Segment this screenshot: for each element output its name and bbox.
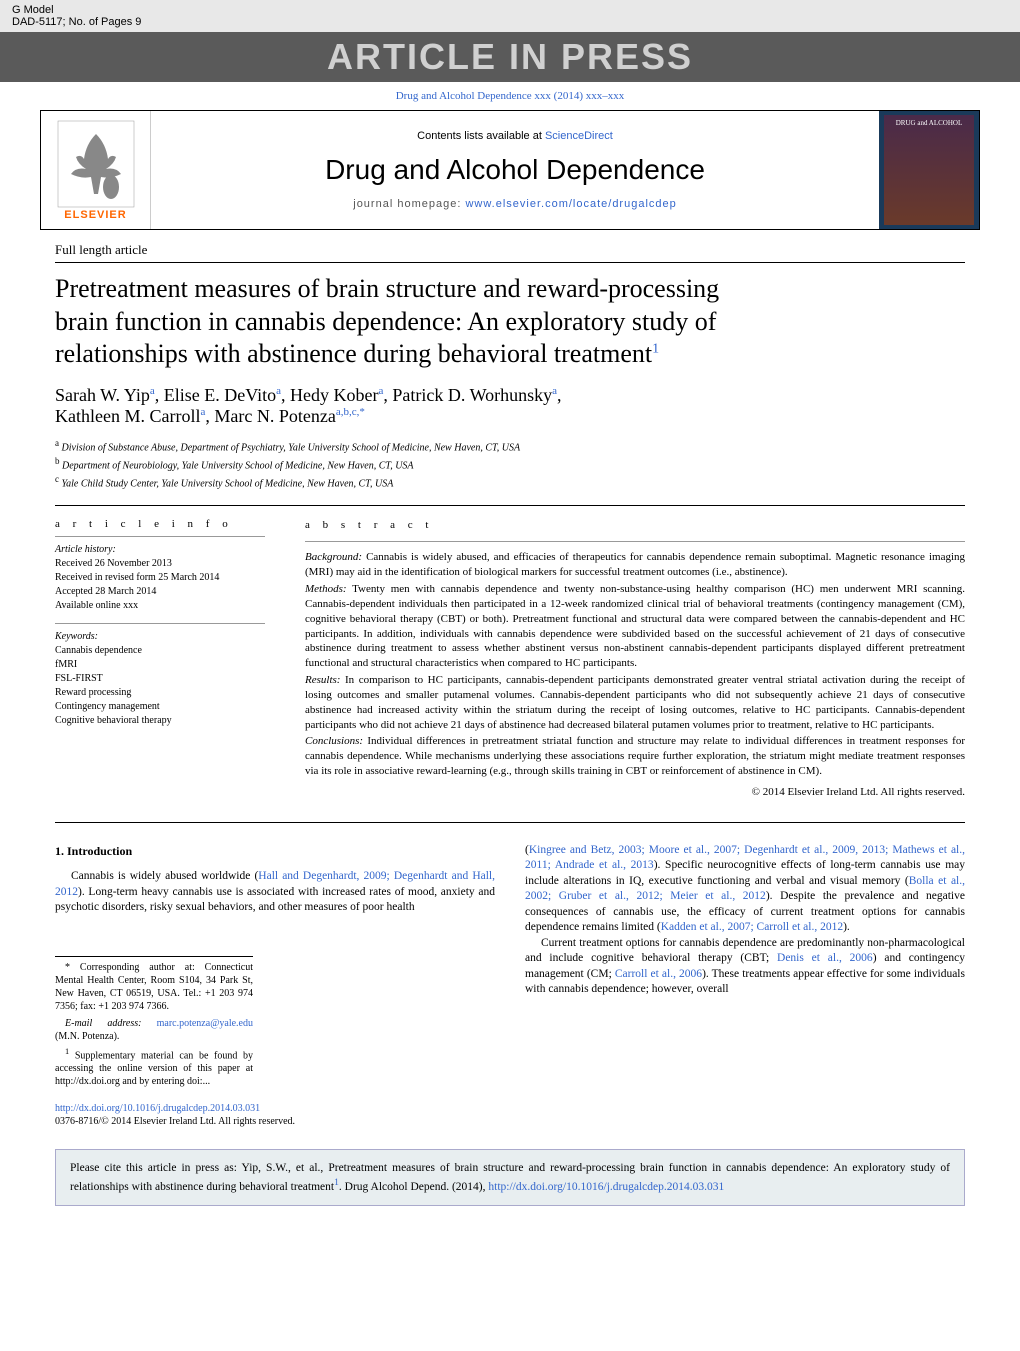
abstract-column: a b s t r a c t Background: Cannabis is … xyxy=(285,506,965,811)
homepage-line: journal homepage: www.elsevier.com/locat… xyxy=(161,198,869,210)
article-history: Article history: Received 26 November 20… xyxy=(55,536,265,613)
corresponding-author: * Corresponding author at: Connecticut M… xyxy=(55,961,253,1013)
abstract-copyright: © 2014 Elsevier Ireland Ltd. All rights … xyxy=(305,785,965,800)
intro-paragraph: Cannabis is widely abused worldwide (Hal… xyxy=(55,869,495,916)
doc-id: DAD-5117; No. of Pages 9 xyxy=(12,16,141,28)
article-type: Full length article xyxy=(55,242,965,258)
cover-thumbnail: DRUG and ALCOHOL xyxy=(884,115,974,225)
citation-line: Drug and Alcohol Dependence xxx (2014) x… xyxy=(0,82,1020,110)
g-model-label: G Model xyxy=(12,4,141,16)
keywords-block: Keywords: Cannabis dependence fMRI FSL-F… xyxy=(55,623,265,728)
contents-line: Contents lists available at ScienceDirec… xyxy=(161,130,869,142)
journal-name: Drug and Alcohol Dependence xyxy=(161,154,869,186)
elsevier-tree-icon xyxy=(56,119,136,209)
press-banner: ARTICLE IN PRESS xyxy=(0,32,1020,82)
citation-link[interactable]: Drug and Alcohol Dependence xxx (2014) x… xyxy=(396,90,625,102)
supplementary-note: 1 Supplementary material can be found by… xyxy=(55,1047,253,1088)
article-info-column: a r t i c l e i n f o Article history: R… xyxy=(55,506,285,811)
ref-link[interactable]: Denis et al., 2006 xyxy=(777,952,873,964)
info-heading: a r t i c l e i n f o xyxy=(55,518,265,530)
ref-link[interactable]: Carroll et al., 2006 xyxy=(615,968,702,980)
ref-link[interactable]: Kadden et al., 2007; Carroll et al., 201… xyxy=(661,921,843,933)
info-abstract-row: a r t i c l e i n f o Article history: R… xyxy=(55,505,965,811)
elsevier-logo: ELSEVIER xyxy=(41,111,151,229)
divider xyxy=(55,262,965,263)
issn-copyright: 0376-8716/© 2014 Elsevier Ireland Ltd. A… xyxy=(55,1116,295,1127)
right-column: (Kingree and Betz, 2003; Moore et al., 2… xyxy=(525,843,965,1129)
email-line: E-mail address: marc.potenza@yale.edu (M… xyxy=(55,1017,253,1043)
intro-heading: 1. Introduction xyxy=(55,843,495,859)
authors-line: Sarah W. Yipa, Elise E. DeVitoa, Hedy Ko… xyxy=(55,385,965,427)
title-footnote-marker: 1 xyxy=(652,341,659,356)
doi-block: http://dx.doi.org/10.1016/j.drugalcdep.2… xyxy=(55,1102,495,1129)
homepage-link[interactable]: www.elsevier.com/locate/drugalcdep xyxy=(465,198,676,210)
citation-box: Please cite this article in press as: Yi… xyxy=(55,1149,965,1206)
article-title: Pretreatment measures of brain structure… xyxy=(55,273,965,371)
footnotes: * Corresponding author at: Connecticut M… xyxy=(55,956,253,1088)
journal-center: Contents lists available at ScienceDirec… xyxy=(151,111,879,229)
body-paragraph: Current treatment options for cannabis d… xyxy=(525,936,965,998)
affiliations: a Division of Substance Abuse, Departmen… xyxy=(55,437,965,492)
journal-cover: DRUG and ALCOHOL xyxy=(879,111,979,229)
elsevier-text: ELSEVIER xyxy=(64,209,126,221)
model-strip: G Model DAD-5117; No. of Pages 9 xyxy=(0,0,1020,32)
citebox-doi-link[interactable]: http://dx.doi.org/10.1016/j.drugalcdep.2… xyxy=(488,1181,724,1193)
email-link[interactable]: marc.potenza@yale.edu xyxy=(157,1018,253,1029)
abstract-heading: a b s t r a c t xyxy=(305,518,965,533)
body-columns: 1. Introduction Cannabis is widely abuse… xyxy=(55,843,965,1129)
left-column: 1. Introduction Cannabis is widely abuse… xyxy=(55,843,495,1129)
doi-link[interactable]: http://dx.doi.org/10.1016/j.drugalcdep.2… xyxy=(55,1103,260,1114)
body-paragraph: (Kingree and Betz, 2003; Moore et al., 2… xyxy=(525,843,965,936)
journal-header: ELSEVIER Contents lists available at Sci… xyxy=(40,110,980,230)
sciencedirect-link[interactable]: ScienceDirect xyxy=(545,130,613,142)
divider xyxy=(55,822,965,823)
